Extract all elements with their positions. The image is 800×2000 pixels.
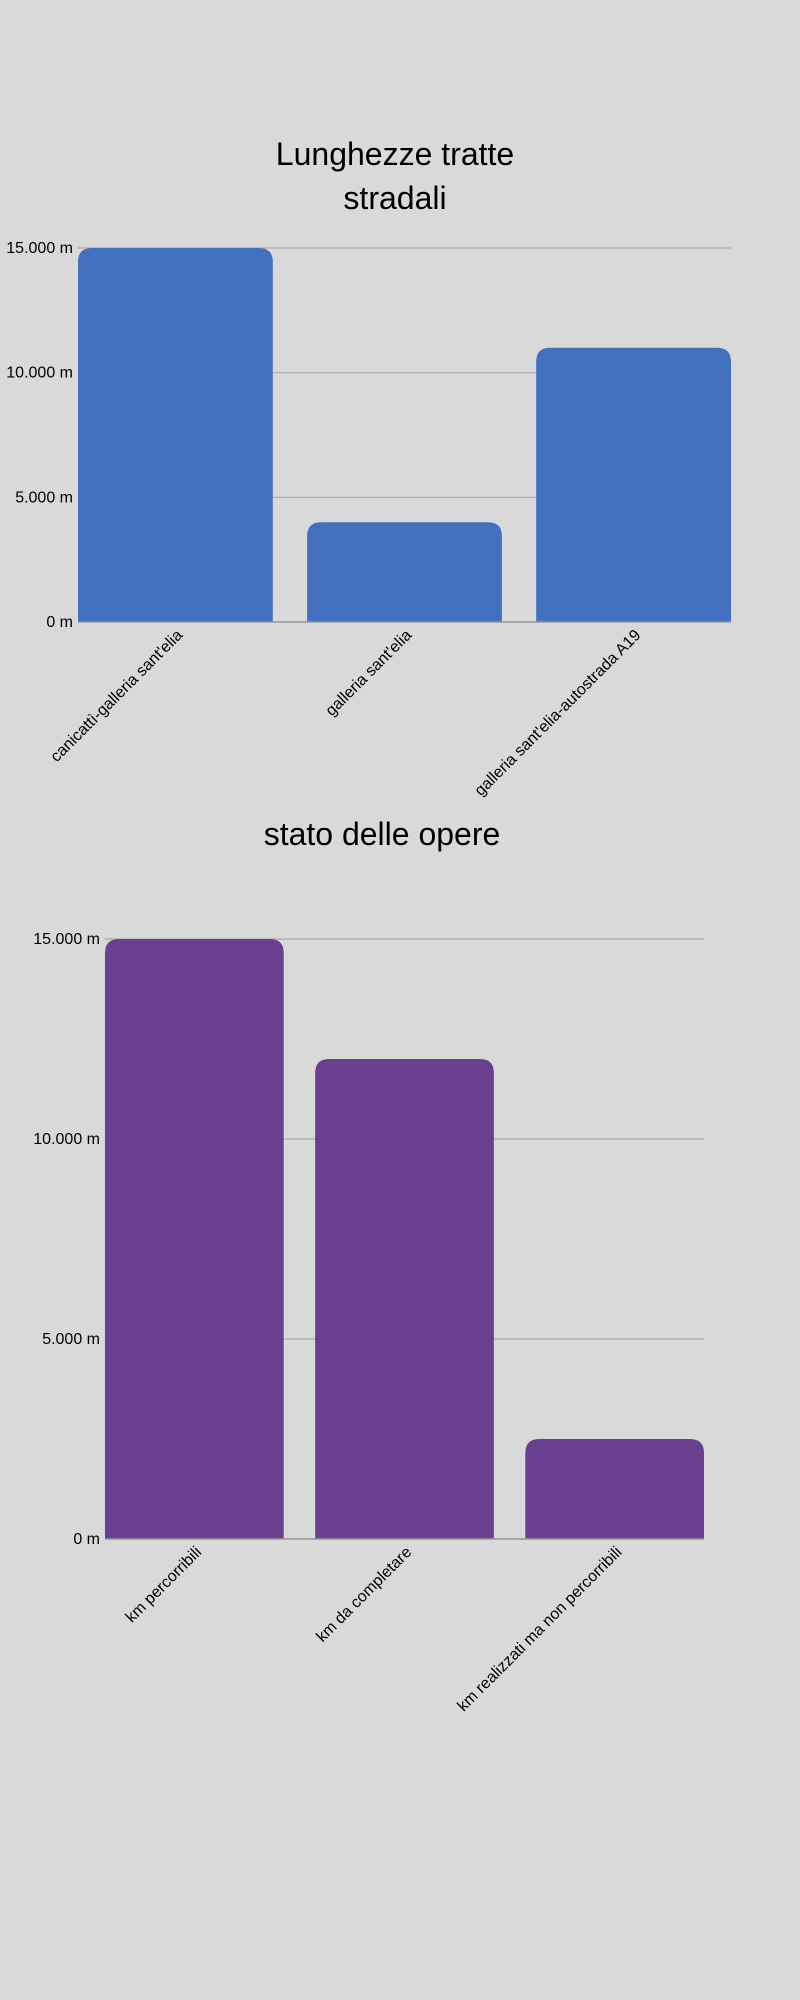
- y-tick-label: 10.000 m: [33, 1131, 100, 1148]
- x-tick-label: km percorribili: [123, 1544, 205, 1626]
- bar: [307, 522, 502, 622]
- bar: [525, 1439, 704, 1539]
- y-tick-label: 5.000 m: [42, 1331, 100, 1348]
- x-tick-label: km da completare: [313, 1544, 415, 1646]
- chart-1: 0 m5.000 m10.000 m15.000 mcanicattì-gall…: [6, 240, 731, 799]
- y-tick-label: 15.000 m: [33, 931, 100, 948]
- chart-2-title: stato delle opere: [263, 816, 501, 852]
- bar: [315, 1059, 494, 1539]
- bar: [105, 939, 284, 1539]
- y-tick-label: 15.000 m: [6, 240, 73, 257]
- y-tick-label: 5.000 m: [15, 489, 73, 506]
- bar: [536, 347, 731, 622]
- bar: [78, 248, 273, 622]
- y-tick-label: 0 m: [73, 1531, 100, 1548]
- y-tick-label: 0 m: [46, 614, 73, 631]
- chart-1-title: Lunghezze tratte stradali: [275, 136, 515, 216]
- x-tick-label: km realizzati ma non percorribili: [454, 1544, 625, 1715]
- y-tick-label: 10.000 m: [6, 365, 73, 382]
